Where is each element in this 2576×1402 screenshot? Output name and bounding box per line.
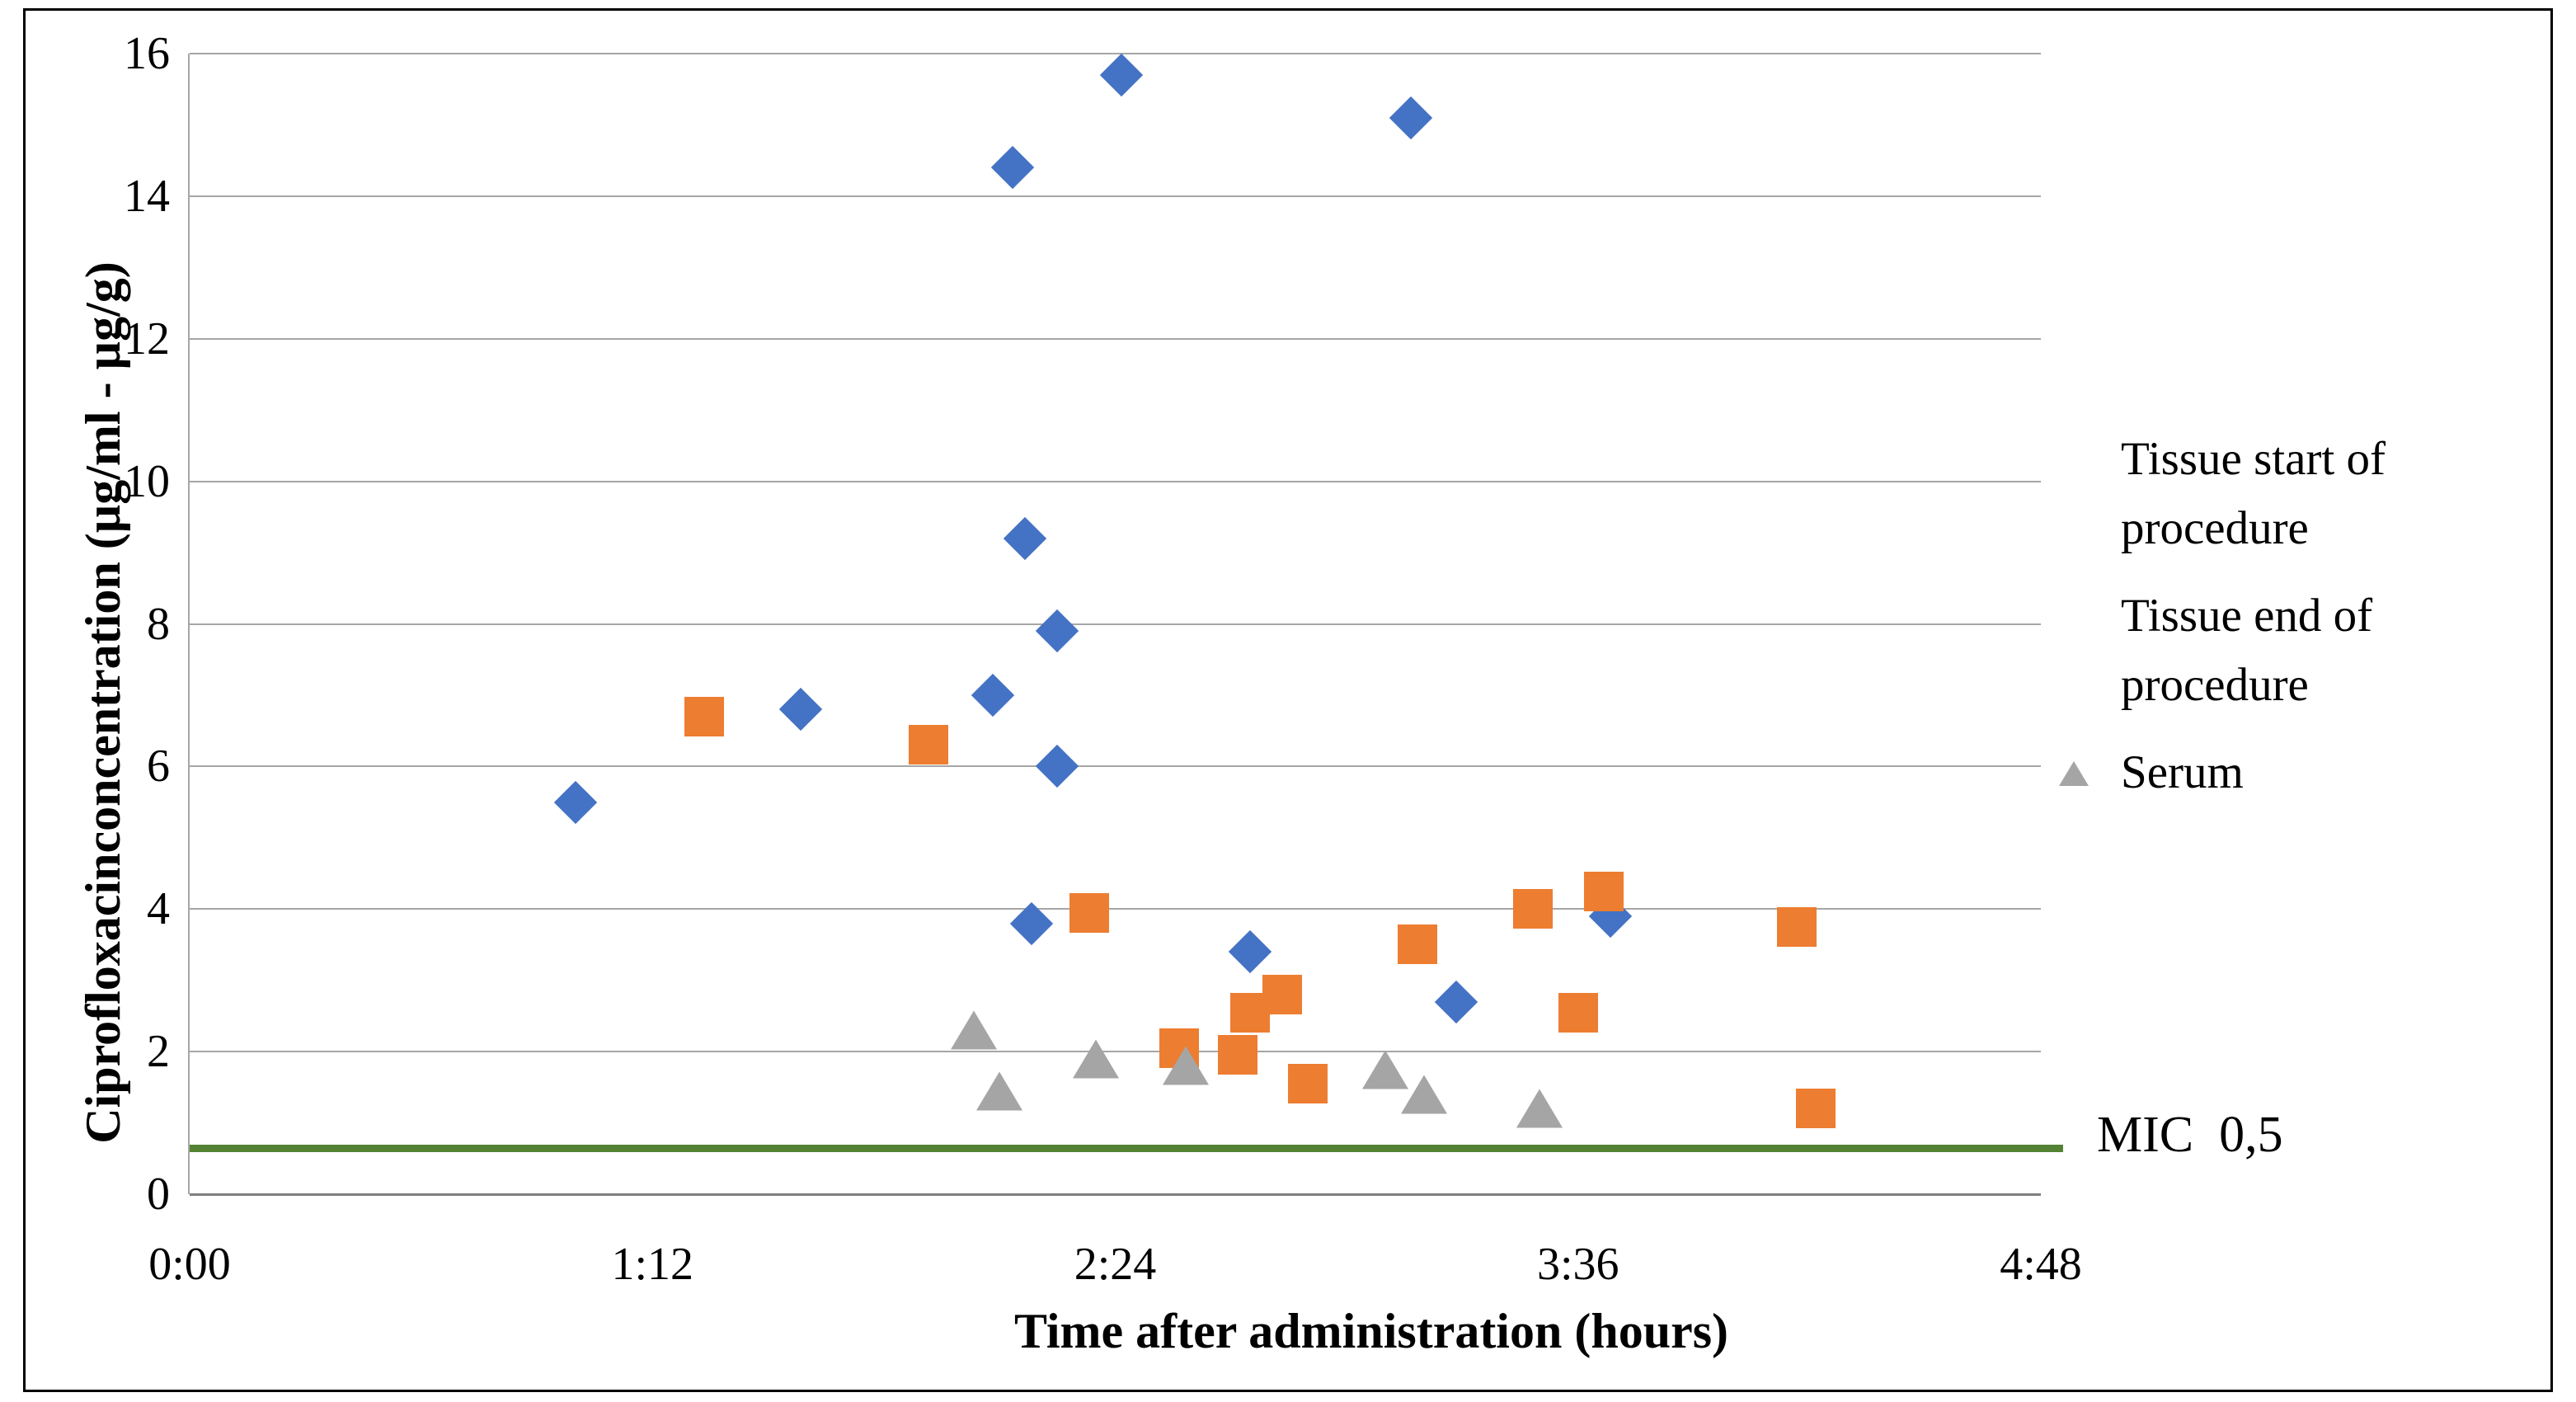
data-point-tissue-end-of-procedure xyxy=(1069,892,1110,933)
gridline-y-12 xyxy=(190,337,2041,340)
legend-item-tissue-start[interactable]: Tissue start of procedure xyxy=(2059,425,2471,563)
gridline-y-0 xyxy=(190,1193,2041,1196)
y-axis-line xyxy=(188,54,190,1194)
y-tick-label-4: 4 xyxy=(147,883,170,935)
gridline-y-4 xyxy=(190,908,2041,910)
data-point-tissue-start-of-procedure xyxy=(1004,516,1047,560)
data-point-tissue-start-of-procedure xyxy=(1100,53,1144,97)
data-point-tissue-end-of-procedure xyxy=(684,696,724,736)
mic-line-label: MIC 0,5 xyxy=(2097,1107,2283,1163)
data-point-tissue-end-of-procedure xyxy=(1776,906,1817,947)
y-tick-label-0: 0 xyxy=(147,1169,170,1220)
gray-triangle-icon xyxy=(2059,761,2089,786)
data-point-tissue-start-of-procedure xyxy=(553,780,597,824)
data-point-serum xyxy=(1073,1039,1120,1079)
x-tick-label-1-12: 1:12 xyxy=(611,1239,694,1290)
y-tick-label-6: 6 xyxy=(147,741,170,793)
data-point-tissue-end-of-procedure xyxy=(1217,1035,1257,1075)
gridline-y-6 xyxy=(190,765,2041,768)
legend-label: Serum xyxy=(2121,746,2244,798)
data-point-tissue-end-of-procedure xyxy=(1583,871,1624,911)
orange-square-icon xyxy=(2061,605,2086,629)
y-tick-label-14: 14 xyxy=(124,170,170,222)
y-tick-label-10: 10 xyxy=(124,455,170,507)
x-tick-label-3-36: 3:36 xyxy=(1536,1239,1619,1290)
data-point-tissue-end-of-procedure xyxy=(1513,889,1554,929)
legend-label: Tissue start of procedure xyxy=(2121,433,2386,554)
legend-item-serum[interactable]: Serum xyxy=(2059,738,2471,807)
legend-item-tissue-end[interactable]: Tissue end of procedure xyxy=(2059,581,2471,720)
x-tick-label-2-24: 2:24 xyxy=(1074,1239,1157,1290)
data-point-serum xyxy=(1516,1089,1563,1128)
plot-area xyxy=(190,53,2041,1196)
x-tick-label-0-00: 0:00 xyxy=(148,1239,231,1290)
y-tick-label-8: 8 xyxy=(147,598,170,650)
data-point-tissue-start-of-procedure xyxy=(1389,96,1433,139)
data-point-tissue-end-of-procedure xyxy=(1262,974,1303,1014)
data-point-tissue-end-of-procedure xyxy=(1288,1064,1328,1104)
y-tick-label-16: 16 xyxy=(124,28,170,79)
data-point-serum xyxy=(951,1010,997,1050)
x-tick-label-4-48: 4:48 xyxy=(2000,1239,2082,1290)
data-point-serum xyxy=(1400,1075,1447,1114)
data-point-serum xyxy=(976,1071,1023,1111)
chart-outer-border xyxy=(23,8,2553,1392)
y-tick-label-2: 2 xyxy=(147,1026,170,1078)
data-point-tissue-start-of-procedure xyxy=(971,673,1015,717)
legend-label: Tissue end of procedure xyxy=(2121,590,2373,711)
x-axis-title: Time after administration (hours) xyxy=(1013,1304,1729,1358)
data-point-tissue-start-of-procedure xyxy=(1036,745,1079,788)
data-point-tissue-end-of-procedure xyxy=(1558,992,1598,1033)
gridline-y-10 xyxy=(190,480,2041,482)
data-point-tissue-end-of-procedure xyxy=(1796,1089,1836,1129)
data-point-tissue-start-of-procedure xyxy=(1036,609,1079,653)
y-tick-label-12: 12 xyxy=(124,313,170,365)
data-point-tissue-start-of-procedure xyxy=(990,146,1034,190)
data-point-tissue-end-of-procedure xyxy=(909,725,949,765)
data-point-tissue-end-of-procedure xyxy=(1397,924,1437,965)
data-point-serum xyxy=(1361,1050,1408,1089)
gridline-y-14 xyxy=(190,195,2041,197)
mic-threshold-line xyxy=(190,1144,2063,1152)
data-point-tissue-start-of-procedure xyxy=(1229,929,1272,974)
data-point-tissue-start-of-procedure xyxy=(1434,980,1478,1023)
legend: Tissue start of procedure Tissue end of … xyxy=(2059,425,2471,826)
gridline-y-16 xyxy=(190,53,2041,54)
gridline-y-8 xyxy=(190,623,2041,625)
data-point-tissue-start-of-procedure xyxy=(778,688,822,732)
data-point-serum xyxy=(1163,1046,1210,1085)
